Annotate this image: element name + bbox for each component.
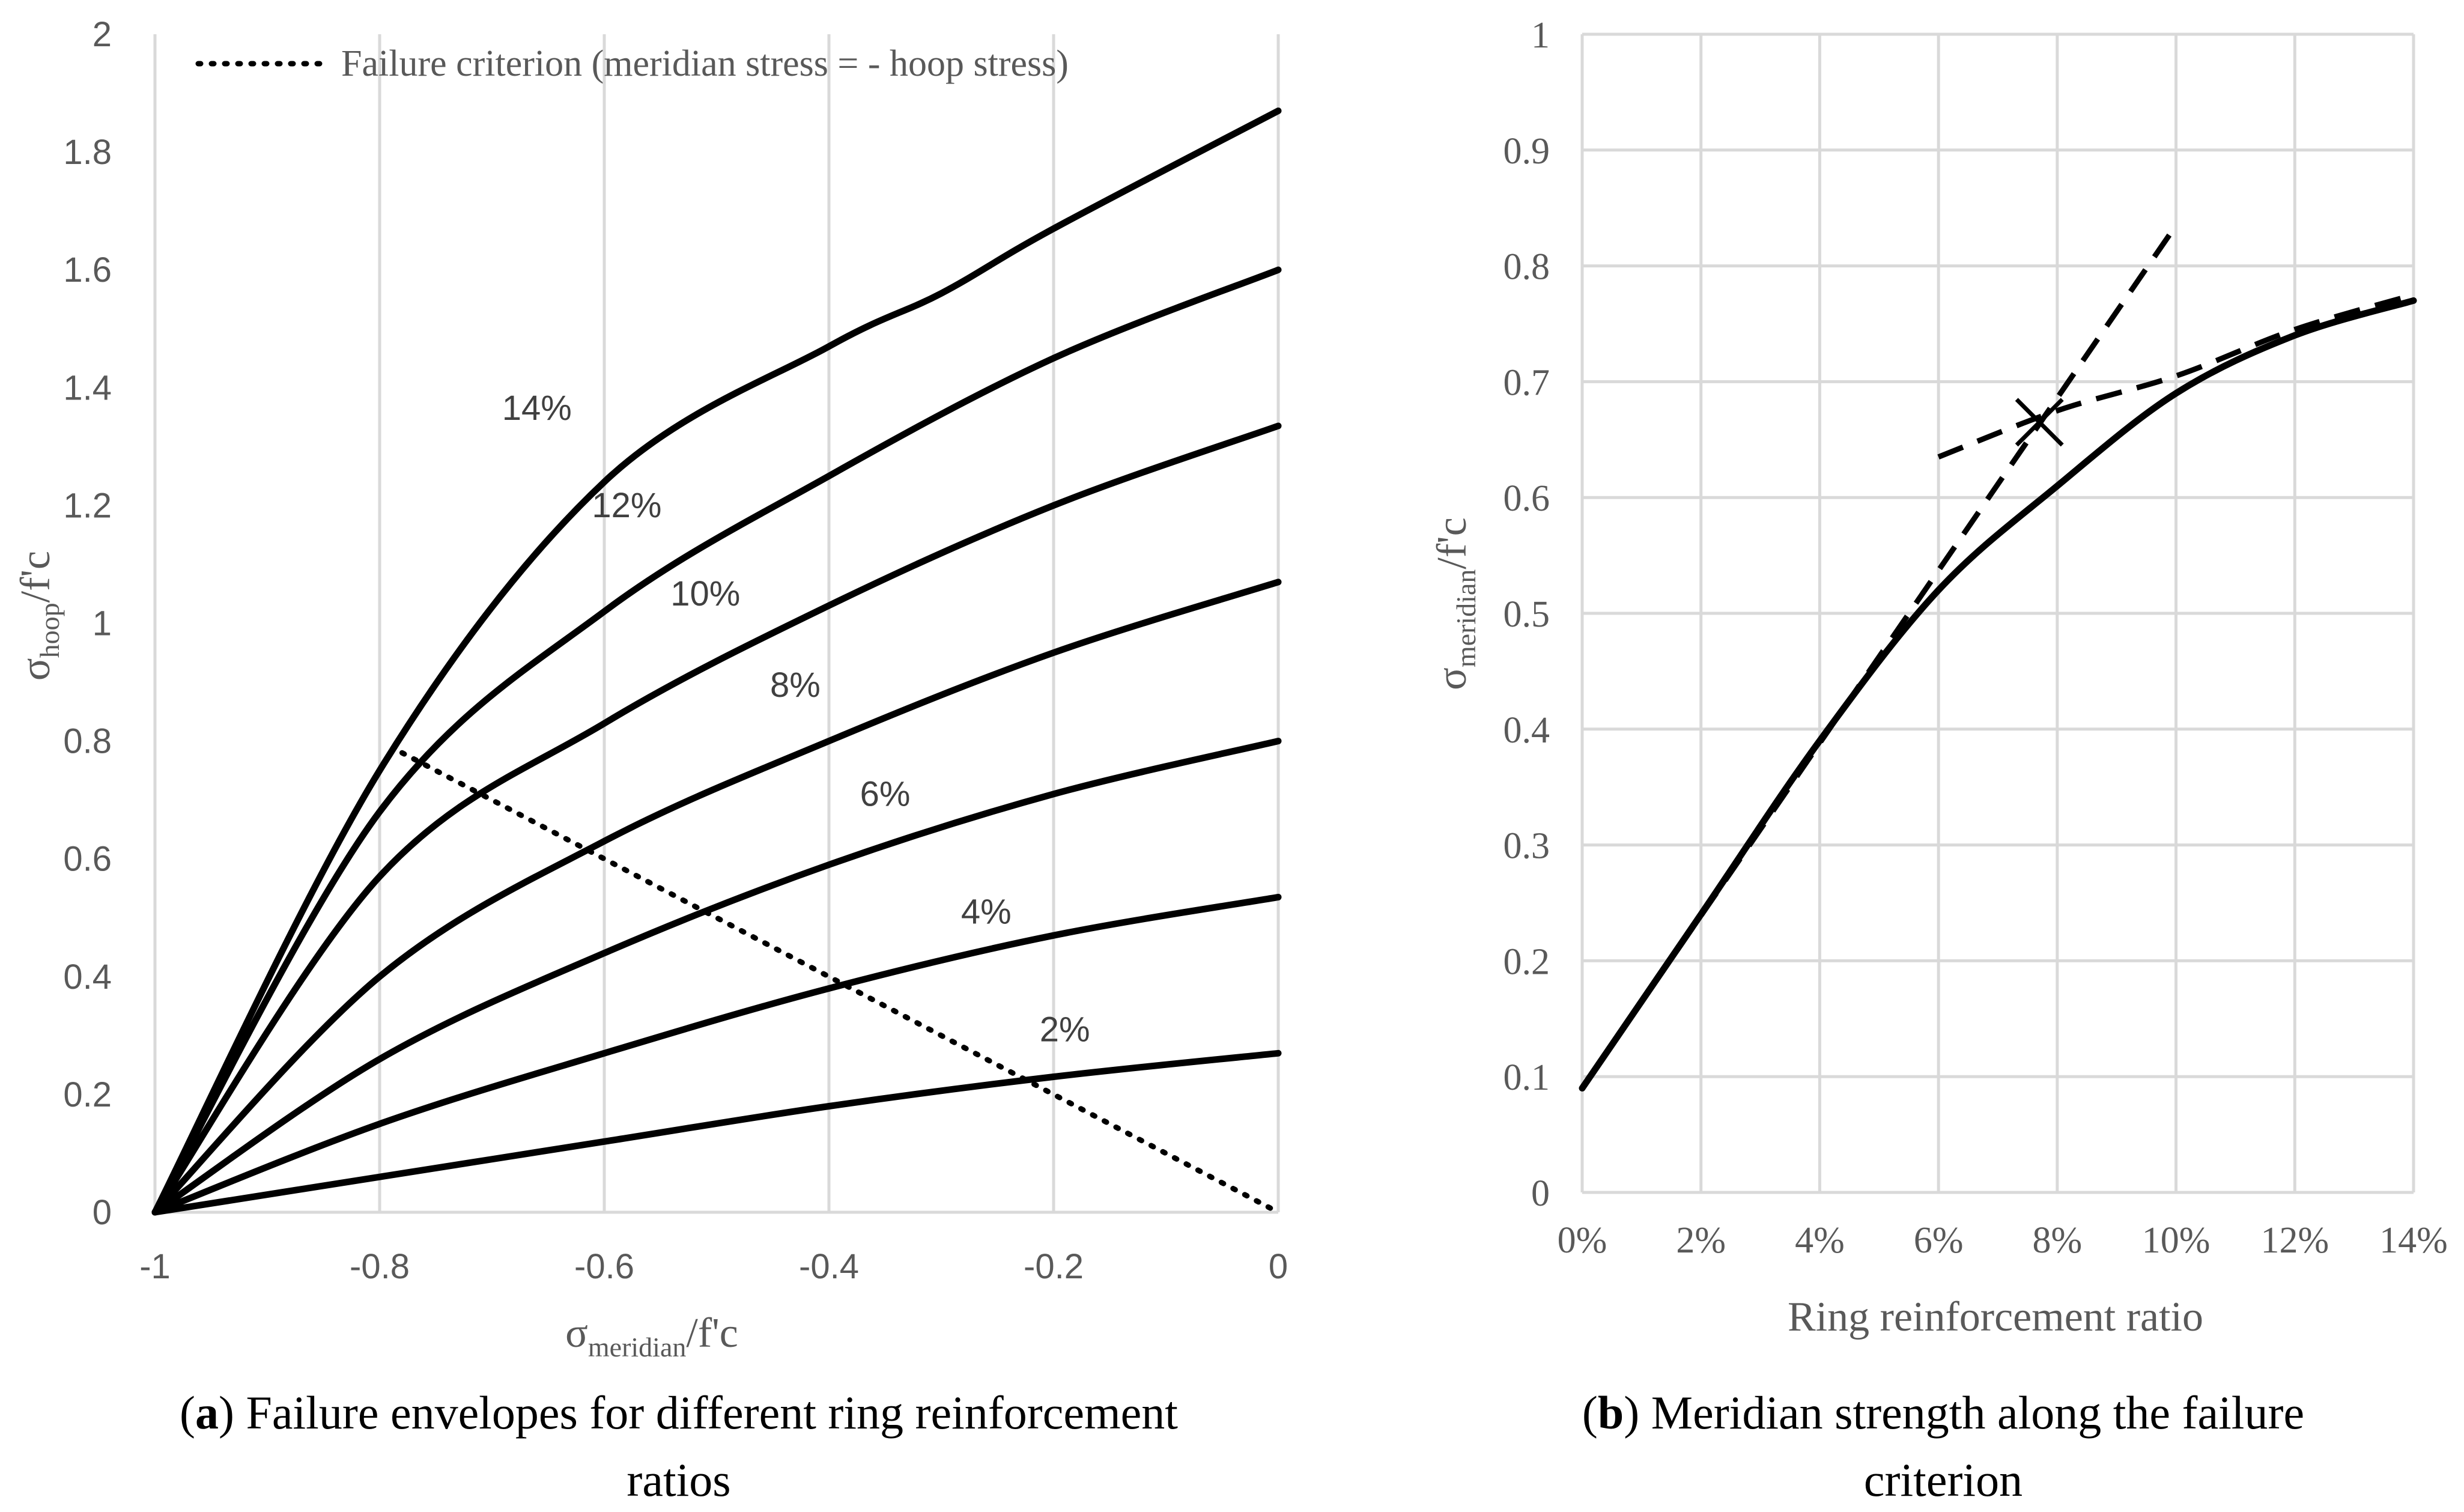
panel-a-x-tick-label: -0.8 [350,1247,410,1286]
dashed-trend-line-1 [1580,223,2179,1090]
envelope-curve-8pct [151,578,1282,1216]
panel-a-y-tick-label: 1 [93,604,112,643]
curve-label-12pct: 12% [592,486,661,525]
panel-a-x-tick-label: -0.4 [799,1247,859,1286]
curve-label-4pct: 4% [961,893,1012,932]
panel-b-gridlines [1580,32,2415,1194]
panel-a-series [151,108,1282,1216]
panel-b-series [1579,223,2417,1091]
failure-criterion-line [399,750,1281,1215]
panel-b-y-tick-label: 0.9 [1504,131,1550,172]
panel-a-gridlines [153,34,1280,1212]
panel-a-y-tick-label: 0.2 [63,1075,112,1114]
panel-b-x-tick-label: 0% [1558,1220,1607,1261]
panel-a-y-tick-label: 1.4 [63,368,112,407]
panel-b-y-tick-label: 0.7 [1504,362,1550,403]
panel-a-x-tick-label: -0.6 [574,1247,634,1286]
panel-a-y-tick-label: 0.8 [63,722,112,761]
panel-b-y-tick-label: 0.1 [1504,1057,1550,1098]
dashed-trend-line-2 [1937,292,2415,460]
intersection-x-marker [2015,398,2064,447]
curve-label-2pct: 2% [1040,1010,1090,1049]
panel-a-legend: Failure criterion (meridian stress = - h… [195,43,1069,84]
panel-a-x-axis-title: σmeridian/f'c [565,1310,738,1362]
panel-b-y-tick-label: 1 [1531,15,1550,56]
caption-b-line1: (b) Meridian strength along the failure [1582,1386,2304,1439]
envelope-curve-4pct [151,893,1282,1216]
meridian-strength-curve [1579,297,2417,1091]
panel-b-y-tick-label: 0.2 [1504,941,1550,982]
panel-b-x-tick-label: 12% [2260,1220,2329,1261]
panel-b-y-axis-title: σmeridian/f'c [1429,517,1481,690]
panel-a-y-tick-label: 0.4 [63,958,112,997]
envelope-curve-14pct [151,108,1282,1216]
panel-b-y-tick-label: 0 [1531,1173,1550,1214]
panel-a-curve-labels: 2% 4% 6% 8% 10% 12% 14% [502,389,1090,1049]
caption-a-line2: ratios [627,1454,730,1506]
panel-b-x-tick-label: 2% [1676,1220,1726,1261]
panel-b-annotations [2015,398,2064,447]
panel-b-tick-labels: 0% 2% 4% 6% 8% 10% 12% 14% 0 0.1 0.2 0.3 0.4 0.5 0.6 0.… [1504,15,2448,1261]
panel-a-y-tick-label: 1.8 [63,133,112,172]
panel-a-y-tick-label: 2 [93,15,112,54]
panel-a-y-tick-label: 0.6 [63,840,112,879]
curve-label-14pct: 14% [502,389,572,428]
panel-b-x-tick-label: 4% [1795,1220,1845,1261]
panel-b-x-tick-label: 10% [2142,1220,2211,1261]
panel-a-x-tick-label: 0 [1269,1247,1288,1286]
curve-label-8pct: 8% [770,666,821,705]
curve-label-10pct: 10% [670,574,740,613]
panel-a-tick-labels: -1 -0.8 -0.6 -0.4 -0.2 0 0 0.2 0.4 0.6 0.8 1 1.2 1.4 1… [63,15,1288,1286]
panel-b-x-tick-label: 8% [2033,1220,2083,1261]
panel-b-y-tick-label: 0.5 [1504,594,1550,635]
panel-b-x-tick-label: 6% [1914,1220,1964,1261]
envelope-curve-12pct [151,266,1282,1216]
panel-b-y-tick-label: 0.8 [1504,247,1550,288]
curve-label-6pct: 6% [860,774,911,813]
envelope-curve-10pct [151,422,1282,1216]
panel-a-chart: -1 -0.8 -0.6 -0.4 -0.2 0 0 0.2 0.4 0.6 0.8 1 1.2 1.4 1… [13,15,1288,1362]
panel-b-x-tick-label: 14% [2379,1220,2448,1261]
panel-a-y-tick-label: 1.6 [63,250,112,290]
panel-b-chart: 0% 2% 4% 6% 8% 10% 12% 14% 0 0.1 0.2 0.3 0.4 0.5 0.6 0.… [1429,15,2448,1340]
envelope-curve-2pct [151,1049,1282,1216]
panel-a-y-axis-title: σhoop/f'c [13,551,65,681]
panel-b-y-tick-label: 0.6 [1504,478,1550,519]
panel-a-x-tick-label: -1 [139,1247,171,1286]
panel-a-y-tick-label: 0 [93,1193,112,1232]
legend-label: Failure criterion (meridian stress = - h… [341,43,1069,84]
panel-b-y-tick-label: 0.3 [1504,826,1550,867]
panel-a-y-tick-label: 1.2 [63,486,112,525]
panel-b-x-axis-title: Ring reinforcement ratio [1788,1294,2203,1340]
panel-a-x-tick-label: -0.2 [1024,1247,1084,1286]
panel-b-y-tick-label: 0.4 [1504,710,1550,751]
envelope-curve-6pct [151,738,1282,1216]
caption-a-line1: (a) Failure envelopes for different ring… [180,1386,1178,1439]
caption-b-line2: criterion [1864,1454,2022,1506]
